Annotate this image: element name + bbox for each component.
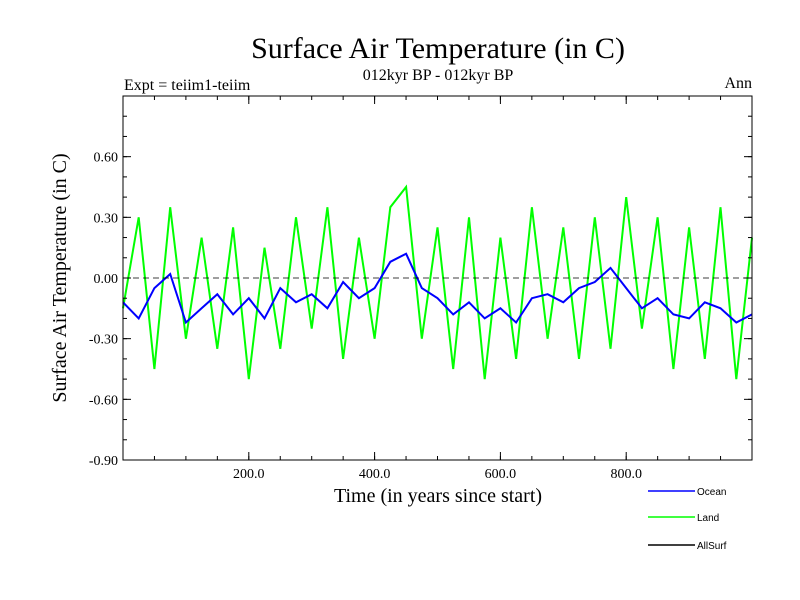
- y-axis-label: Surface Air Temperature (in C): [49, 153, 71, 402]
- x-tick-label: 600.0: [485, 467, 517, 482]
- y-tick-label: -0.60: [89, 393, 118, 408]
- legend-label-ocean: Ocean: [697, 487, 726, 498]
- legend-label-allsurf: AllSurf: [697, 541, 727, 552]
- x-tick-label: 800.0: [610, 467, 642, 482]
- series-line-land: [122, 184, 753, 380]
- y-tick-label: -0.30: [89, 333, 118, 348]
- experiment-label: Expt = teiim1-teiim: [124, 77, 251, 94]
- legend-label-land: Land: [697, 513, 719, 524]
- period-label: 012kyr BP - 012kyr BP: [363, 67, 514, 84]
- x-axis-label: Time (in years since start): [334, 485, 542, 507]
- chart-title: Surface Air Temperature (in C): [251, 32, 625, 65]
- x-tick-label: 400.0: [359, 467, 391, 482]
- season-label: Ann: [724, 75, 752, 92]
- series-line-ocean: [122, 252, 753, 325]
- y-tick-label: -0.90: [89, 454, 118, 469]
- y-tick-label: 0.00: [94, 272, 119, 287]
- legend: Ocean Land AllSurf: [648, 487, 727, 552]
- y-tick-label: 0.30: [94, 211, 119, 226]
- y-tick-label: 0.60: [94, 151, 119, 166]
- plot-area: -0.90 -0.60 -0.30 0.00 0.30 0.60 200.0 400.0 600…: [89, 95, 753, 482]
- x-tick-label: 200.0: [233, 467, 265, 482]
